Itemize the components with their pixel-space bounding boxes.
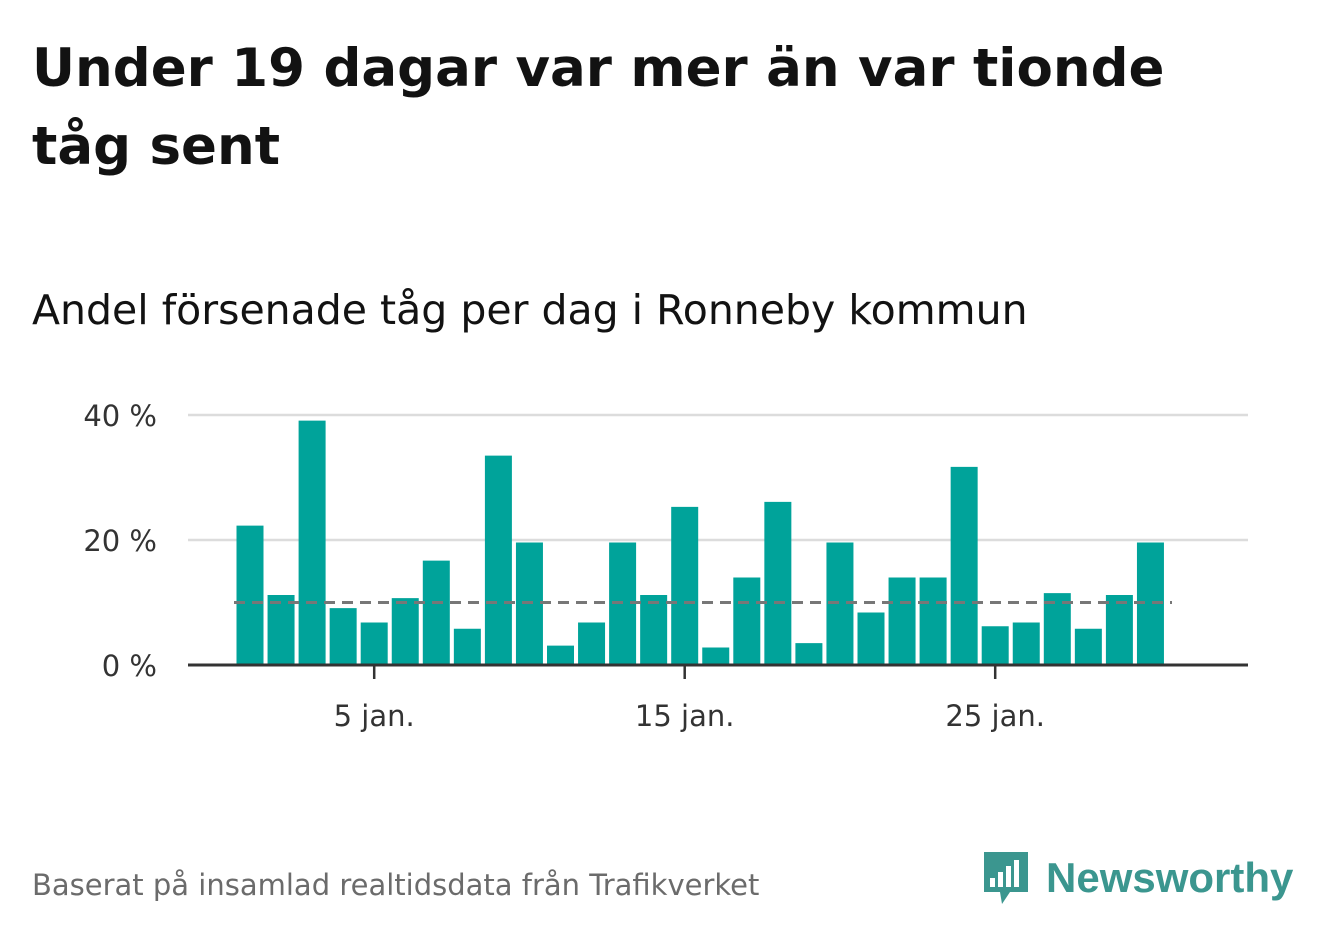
bar [950, 466, 978, 665]
bar [919, 577, 947, 665]
bar [484, 455, 512, 665]
bar [329, 608, 357, 665]
grid-lines [188, 413, 1248, 542]
bar [391, 598, 419, 665]
newsworthy-logo[interactable]: Newsworthy [980, 848, 1293, 908]
bar [1012, 622, 1040, 665]
y-tick-label: 20 % [83, 524, 157, 558]
bar [1105, 595, 1133, 665]
bar [671, 506, 699, 665]
bar [1043, 593, 1071, 665]
y-axis-ticks: 0 % 20 % 40 % [83, 399, 157, 683]
bar [795, 643, 823, 665]
x-tick-label: 15 jan. [635, 699, 735, 733]
bar [236, 525, 264, 665]
x-tick-label: 5 jan. [334, 699, 415, 733]
bar [453, 628, 481, 665]
bar [981, 626, 1009, 665]
bar [360, 622, 388, 665]
newsworthy-logo-icon [984, 852, 1028, 904]
bar [764, 501, 792, 665]
chart-subtitle: Andel försenade tåg per dag i Ronneby ko… [32, 286, 1028, 334]
bars [236, 420, 1164, 665]
x-tick-label: 25 jan. [945, 699, 1045, 733]
logo-text: Newsworthy [1046, 854, 1294, 901]
bar [640, 595, 668, 665]
x-axis-ticks: 5 jan. 15 jan. 25 jan. [334, 665, 1045, 733]
bar [888, 577, 916, 665]
bar-chart: 0 % 20 % 40 % 5 jan. 15 jan. 25 jan. [83, 399, 1248, 733]
bar [857, 612, 885, 665]
bar [578, 622, 606, 665]
bar [298, 420, 326, 665]
bar [267, 595, 295, 665]
bar [422, 560, 450, 665]
source-note: Baserat på insamlad realtidsdata från Tr… [32, 868, 760, 902]
bar [1074, 628, 1102, 665]
y-tick-label: 0 % [102, 649, 157, 683]
bar [547, 645, 574, 665]
page-title: Under 19 dagar var mer än var tionde tåg… [32, 38, 1165, 177]
y-tick-label: 40 % [83, 399, 157, 433]
bar [733, 577, 761, 665]
bar [702, 647, 730, 665]
